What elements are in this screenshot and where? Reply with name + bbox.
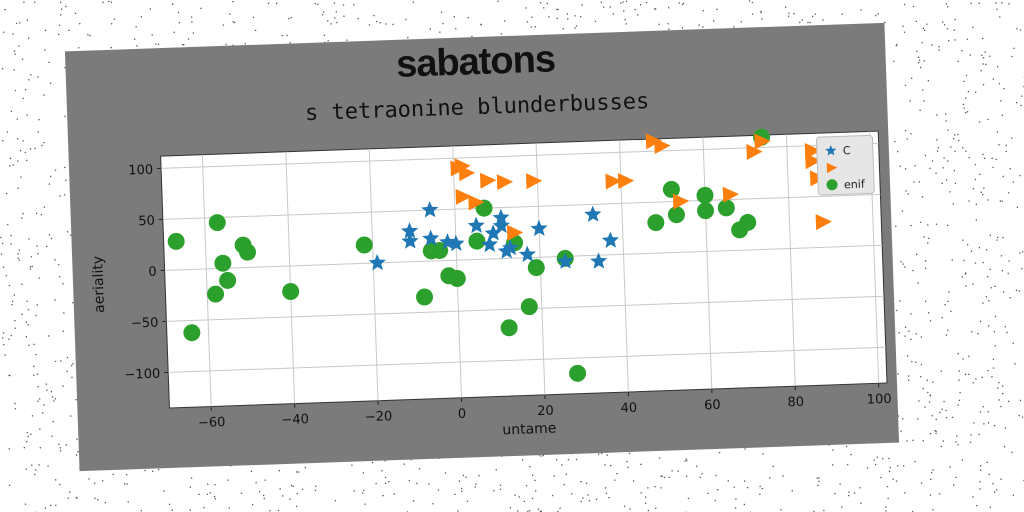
x-grid-line [785, 134, 796, 387]
data-point-circle [239, 243, 257, 261]
data-point-circle [207, 285, 225, 303]
y-tick-label: 0 [148, 265, 157, 280]
data-point-star [497, 242, 515, 259]
x-tick-label: 80 [787, 395, 804, 411]
data-point-circle [662, 180, 680, 198]
data-point-star [401, 232, 419, 249]
data-point-star [584, 205, 602, 222]
x-tick-label: 20 [537, 404, 554, 420]
data-point-triangle-right [654, 138, 671, 155]
legend-marker-triangle-right [826, 162, 838, 174]
chart-figure: sabatons s tetraonine blunderbusses −60−… [64, 22, 900, 472]
data-point-triangle-right [480, 172, 497, 189]
data-point-circle [527, 259, 545, 277]
legend-label: enif [844, 178, 866, 192]
x-tick-label: −40 [281, 412, 309, 428]
data-point-star [447, 234, 465, 252]
y-axis-label: aeriality [90, 256, 108, 314]
x-grid-line [201, 154, 212, 407]
data-point-triangle-right [617, 173, 635, 190]
data-point-star [501, 239, 519, 256]
data-point-circle [500, 319, 518, 337]
data-point-star [422, 229, 440, 247]
y-grid-line [168, 346, 886, 373]
data-point-triangle-right [455, 188, 472, 205]
data-point-triangle-right [754, 133, 771, 150]
x-tick-label: 0 [458, 407, 467, 422]
data-point-star [556, 252, 574, 269]
data-point-star [484, 224, 502, 241]
data-point-circle [569, 364, 587, 382]
data-point-star [421, 201, 439, 218]
data-point-circle [468, 232, 486, 250]
data-point-star [530, 219, 548, 237]
y-tick-label: 100 [128, 163, 153, 179]
series-markers [167, 128, 848, 382]
data-point-triangle-right [815, 214, 832, 231]
x-grid-line [368, 148, 379, 401]
legend-marker-star [825, 144, 837, 156]
data-point-star [467, 216, 485, 234]
scatter-plot: −60 −40 −20 0 20 40 60 80 100 −100 −50 0 50 100 untam… [90, 128, 892, 439]
x-axis-label: untame [502, 421, 557, 439]
plot-area [160, 130, 888, 409]
data-point-star [590, 252, 608, 269]
data-point-star [439, 233, 457, 250]
x-tick-label: 100 [867, 392, 892, 408]
data-point-star [401, 222, 419, 239]
data-point-circle [739, 213, 757, 231]
data-point-triangle-right [605, 173, 622, 190]
x-grid-line [702, 137, 713, 390]
data-point-circle [282, 282, 300, 300]
data-point-circle [448, 270, 466, 288]
x-tick-label: 60 [704, 398, 721, 414]
data-point-circle [183, 324, 201, 342]
data-point-circle [717, 199, 735, 217]
data-point-triangle-right [746, 144, 763, 161]
x-grid-line [285, 151, 296, 404]
data-point-circle [697, 202, 715, 220]
y-tick-label: −50 [131, 316, 159, 332]
data-point-circle [219, 271, 237, 289]
data-point-triangle-right [805, 153, 822, 170]
data-point-circle [355, 236, 373, 254]
data-point-circle [696, 186, 714, 204]
data-point-triangle-right [672, 193, 690, 210]
y-grid-line [162, 193, 881, 220]
x-tick-label: −60 [198, 415, 226, 431]
data-point-circle [167, 232, 185, 250]
data-point-star [480, 235, 499, 253]
legend-marker-circle [826, 179, 838, 191]
data-point-star [368, 253, 386, 271]
data-point-circle [647, 214, 665, 232]
data-point-circle [520, 298, 538, 316]
data-point-star [518, 245, 536, 263]
y-tick-label: 50 [138, 214, 155, 230]
y-grid-line [161, 142, 879, 169]
data-point-star [492, 216, 510, 234]
data-point-circle [667, 206, 685, 224]
data-point-triangle-right [454, 158, 471, 175]
x-tick-label: 40 [620, 401, 637, 417]
data-point-triangle-right [645, 133, 662, 150]
axis-ticks: −60 −40 −20 0 20 40 60 80 100 −100 −50 0 50 100 [124, 163, 892, 431]
data-point-triangle-right [468, 194, 485, 211]
y-tick-label: −100 [124, 367, 160, 383]
data-point-triangle-right [525, 173, 543, 190]
data-point-triangle-right [506, 224, 524, 241]
data-point-triangle-right [722, 186, 740, 203]
data-point-circle [214, 254, 232, 272]
legend-label: C [843, 144, 851, 157]
data-point-circle [416, 288, 434, 306]
x-tick-label: −20 [365, 409, 393, 425]
data-point-circle [208, 214, 226, 232]
data-point-triangle-right [496, 174, 514, 191]
data-point-star [601, 231, 619, 248]
